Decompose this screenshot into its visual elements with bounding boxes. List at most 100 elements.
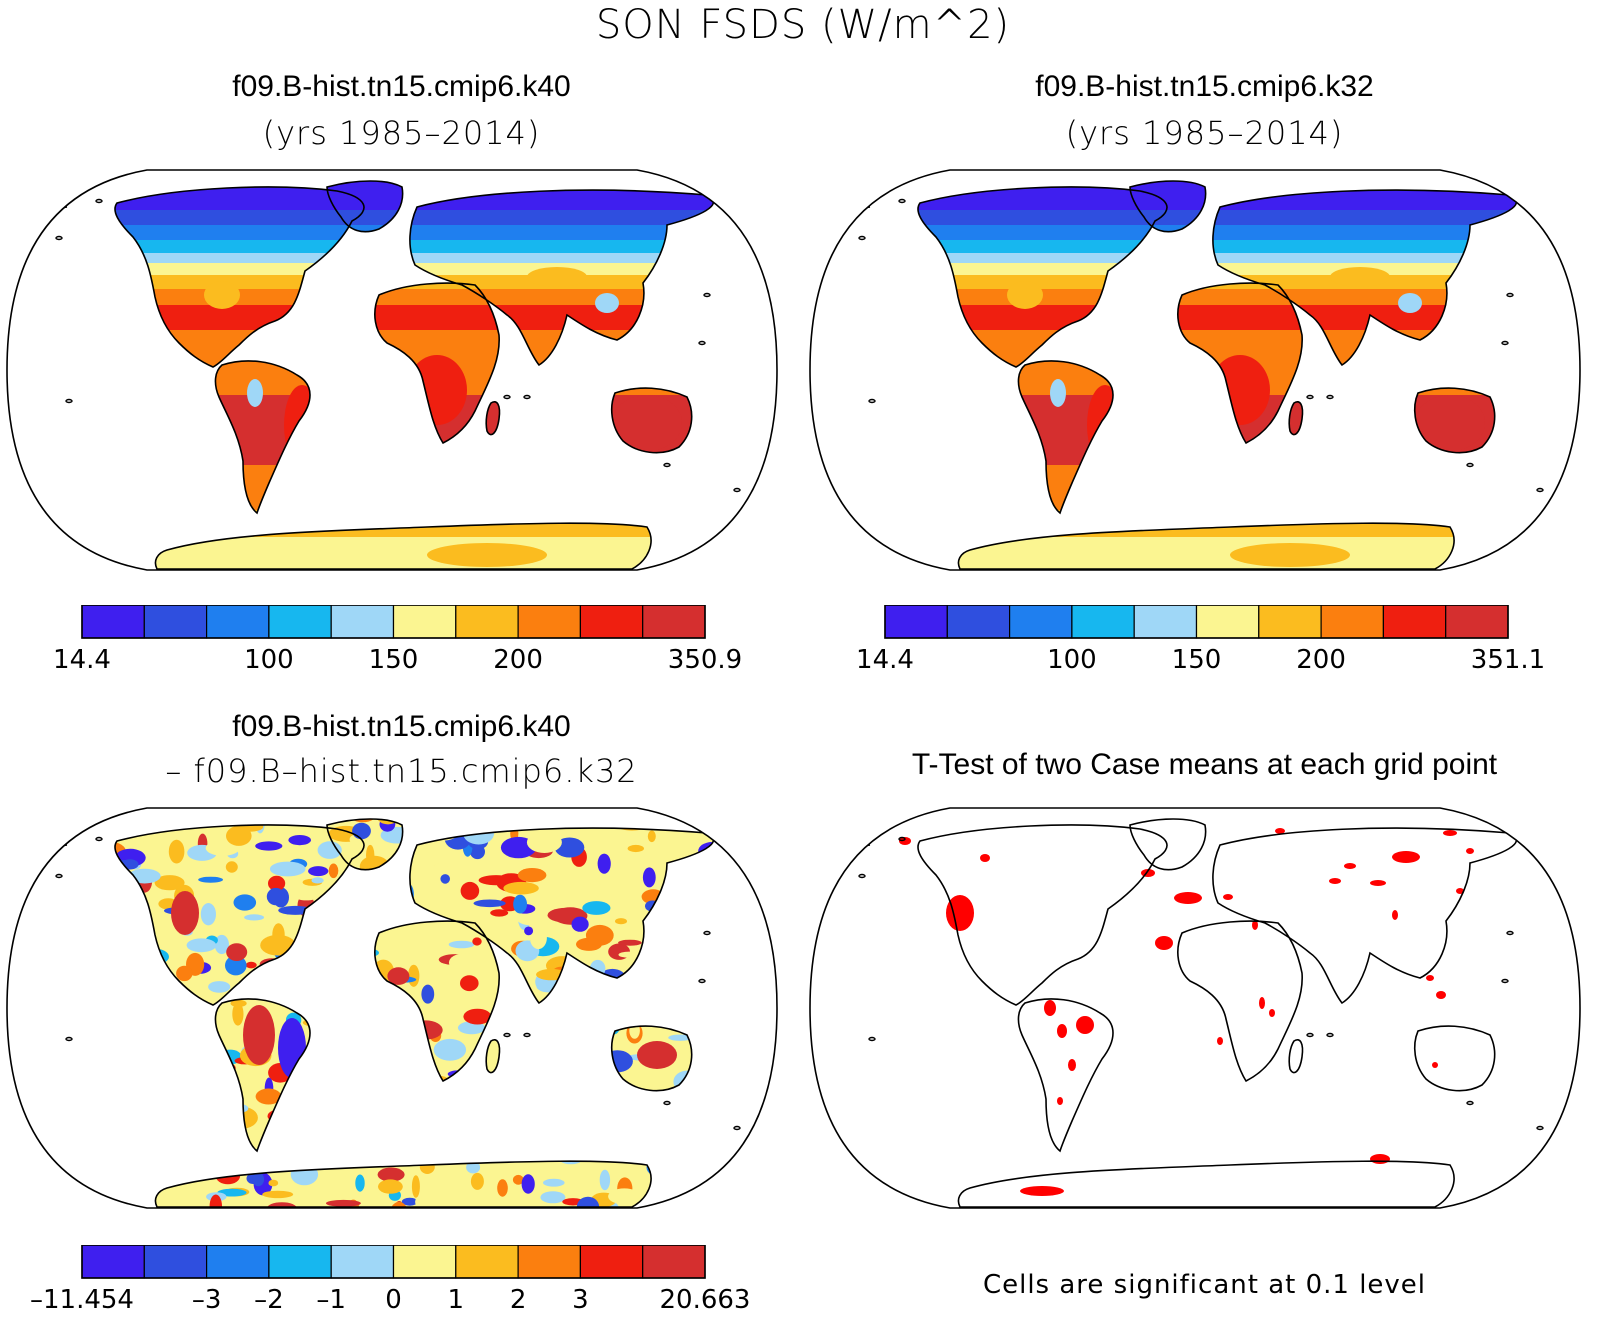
colorbar-box [143,605,208,639]
coastline-africa [374,920,500,1083]
colorbar-box [1445,605,1509,639]
significant-cell [1155,936,1173,950]
coastline-australia [610,1025,693,1092]
colorbar-box [268,605,332,639]
colorbar-box [268,1245,332,1279]
coastline-madagascar [485,1039,501,1074]
colorbar-box [330,605,395,639]
significant-cell [1443,830,1457,836]
map-panel-1 [6,169,778,571]
figure-title: SON FSDS (W/m^2) [595,2,1011,48]
significant-cell [1456,888,1464,894]
panel-3-title: f09.B-hist.tn15.cmip6.k40 [232,710,571,743]
colorbar-label: 14.4 [53,645,111,675]
significant-cell [946,895,974,931]
colorbar-label: 0 [385,1285,402,1315]
coastline-northAmerica [917,824,1168,1006]
colorbar-label: 100 [1047,645,1097,675]
significant-cell [1370,1154,1390,1164]
coastline-greenland [1129,180,1207,233]
coastline-antarctica [154,1160,652,1208]
coastline-northAmerica [114,824,365,1006]
colorbar-box [392,605,457,639]
map-panel-4 [809,807,1581,1209]
colorbar-box [884,605,948,639]
significant-cell [1057,1097,1063,1105]
coastline-antarctica [957,522,1455,570]
significant-cell [1432,1062,1438,1068]
colorbar-label: 200 [493,645,543,675]
colorbar-box [206,605,270,639]
panel-1-subtitle: (yrs 1985–2014) [262,114,541,152]
significant-cell [1392,910,1398,920]
map-panel-3 [6,807,778,1209]
colorbar-label: 150 [369,645,419,675]
map-globe [810,808,1580,1208]
panel-4-title: T-Test of two Case means at each grid po… [911,748,1498,781]
map-border [809,807,1581,1209]
coastline-southAmerica [1017,360,1114,515]
colorbar-label: 3 [572,1285,589,1315]
panel-2-subtitle: (yrs 1985–2014) [1065,114,1344,152]
significant-cell [1329,878,1341,884]
significant-cell [1269,1009,1275,1017]
colorbar-label: 350.9 [668,645,742,675]
coastline-australia [1413,1025,1496,1092]
significant-cell [1044,1000,1056,1016]
coastline-northAmerica [114,186,365,368]
colorbar-box [1258,605,1322,639]
significant-cell [1392,851,1420,863]
colorbar-label: –2 [254,1285,284,1315]
significant-cell [1426,975,1434,981]
significant-cell [1020,1186,1064,1196]
coastline-africa [374,282,500,445]
coastline-southAmerica [214,360,311,515]
colorbar-box [455,605,519,639]
colorbar-box [1195,605,1260,639]
significant-cell [1252,920,1258,930]
coastline-northAmerica [917,186,1168,368]
colorbar-box [81,605,145,639]
colorbar-label: 200 [1296,645,1346,675]
significant-cell [1217,1037,1223,1045]
colorbar-label: 2 [510,1285,527,1315]
colorbar-box [330,1245,395,1279]
colorbar-label: 20.663 [660,1285,751,1315]
colorbar-box [642,1245,706,1279]
colorbar-panel-1: 14.4 100 150 200 350.9 [53,605,742,675]
colorbar-box [1071,605,1135,639]
colorbar-panel-3: –11.454 –3 –2 –1 0 1 2 3 20.663 [30,1245,751,1315]
significant-cell [1344,863,1356,869]
significant-cell [1223,894,1233,900]
colorbar-box [143,1245,208,1279]
significant-cell [980,854,990,862]
significant-cell [1068,1059,1076,1071]
colorbar-panel-2: 14.4 100 150 200 351.1 [856,605,1545,675]
coastline-greenland [326,818,404,871]
map-panel-2 [809,169,1581,571]
panel-2-title: f09.B-hist.tn15.cmip6.k32 [1035,70,1374,103]
colorbar-box [455,1245,519,1279]
colorbar-box [1009,605,1073,639]
colorbar-label: 100 [244,645,294,675]
colorbar-box [1320,605,1384,639]
significant-cell [1174,892,1202,904]
significant-cell [1370,880,1386,886]
coastline-southAmerica [214,998,311,1153]
significant-cell [1057,1024,1067,1038]
map-border [809,169,1581,571]
coastline-greenland [326,180,404,233]
significant-cell [1436,991,1446,999]
colorbar-label: 1 [448,1285,465,1315]
colorbar-label: 351.1 [1471,645,1545,675]
coastline-antarctica [957,1160,1455,1208]
significance-note: Cells are significant at 0.1 level [982,1270,1427,1300]
map-border [6,807,778,1209]
significant-cell [1275,828,1285,834]
coastline-southAmerica [1017,998,1114,1153]
coastline-africa [1177,920,1303,1083]
significant-cell [1466,848,1474,854]
coastline-madagascar [485,401,501,436]
significant-cell [1076,1016,1094,1034]
panel-3-subtitle: – f09.B–hist.tn15.cmip6.k32 [165,752,638,790]
